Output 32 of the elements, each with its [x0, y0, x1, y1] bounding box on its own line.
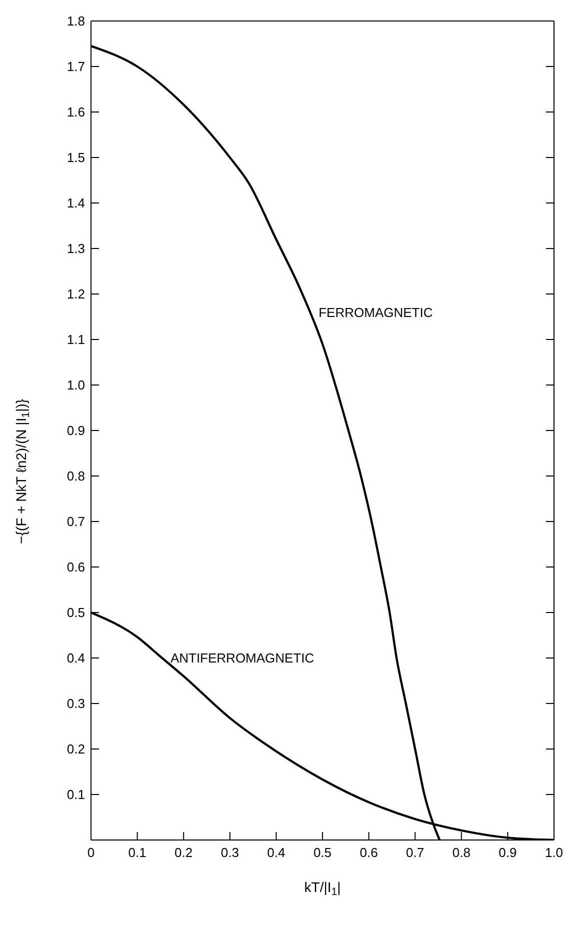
x-tick-label: 0.6 — [360, 845, 378, 860]
x-tick-label: 0.7 — [406, 845, 424, 860]
x-tick-label: 0.9 — [498, 845, 517, 860]
x-tick-label: 0.5 — [313, 845, 332, 860]
y-tick-label: 0.9 — [66, 423, 85, 438]
x-tick-label: 1.0 — [544, 845, 564, 860]
y-tick-label: 1.5 — [66, 150, 85, 166]
y-tick-label: 1.7 — [66, 59, 85, 74]
annotation: FERROMAGNETIC — [318, 304, 433, 320]
y-tick-label: 0.1 — [66, 787, 85, 802]
annotation: ANTIFERROMAGNETIC — [170, 650, 314, 666]
y-tick-label: 0.6 — [66, 560, 85, 575]
x-tick-label: 0 — [87, 845, 95, 860]
y-tick-label: 0.7 — [66, 514, 85, 530]
y-tick-label: 1.8 — [66, 14, 85, 29]
y-tick-label: 0.3 — [66, 696, 85, 712]
x-tick-label: 0.1 — [128, 845, 146, 860]
y-tick-label: 1.0 — [66, 378, 85, 393]
y-tick-label: 1.6 — [66, 104, 85, 120]
x-tick-label: 0.2 — [174, 845, 193, 860]
y-tick-label: 1.4 — [66, 196, 85, 211]
y-tick-label: 0.8 — [66, 468, 85, 484]
x-tick-label: 0.4 — [267, 845, 286, 860]
x-tick-label: 0.3 — [220, 845, 239, 860]
y-tick-label: 1.2 — [66, 286, 85, 302]
x-tick-label: 0.8 — [452, 845, 470, 860]
x-axis-title: kT/|I$_{1}$| — [304, 879, 341, 898]
y-tick-label: 0.2 — [66, 742, 85, 757]
y-tick-label: 0.4 — [66, 650, 85, 666]
y-tick-label: 1.1 — [66, 332, 85, 348]
y-tick-label: 1.3 — [66, 241, 85, 256]
y-tick-label: 0.5 — [66, 605, 85, 620]
